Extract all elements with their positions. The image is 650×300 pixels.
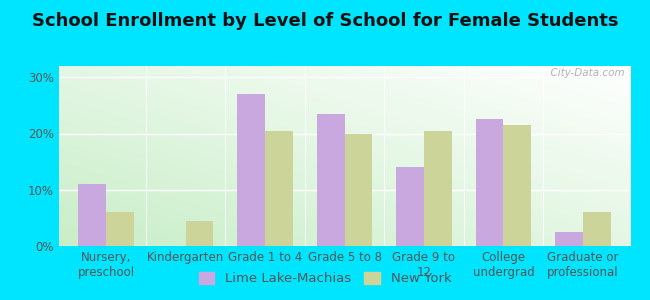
Bar — [503, 125, 531, 246]
Bar — [79, 184, 106, 246]
Bar — [555, 232, 583, 246]
Bar — [265, 131, 293, 246]
Legend: Lime Lake-Machias, New York: Lime Lake-Machias, New York — [193, 266, 457, 290]
Bar — [344, 134, 372, 246]
Bar — [583, 212, 610, 246]
Bar — [424, 131, 452, 246]
Text: School Enrollment by Level of School for Female Students: School Enrollment by Level of School for… — [32, 12, 618, 30]
Bar — [476, 119, 503, 246]
Bar — [237, 94, 265, 246]
Bar — [186, 221, 213, 246]
Bar — [317, 114, 345, 246]
Text: City-Data.com: City-Data.com — [544, 68, 625, 78]
Bar — [396, 167, 424, 246]
Bar — [106, 212, 134, 246]
